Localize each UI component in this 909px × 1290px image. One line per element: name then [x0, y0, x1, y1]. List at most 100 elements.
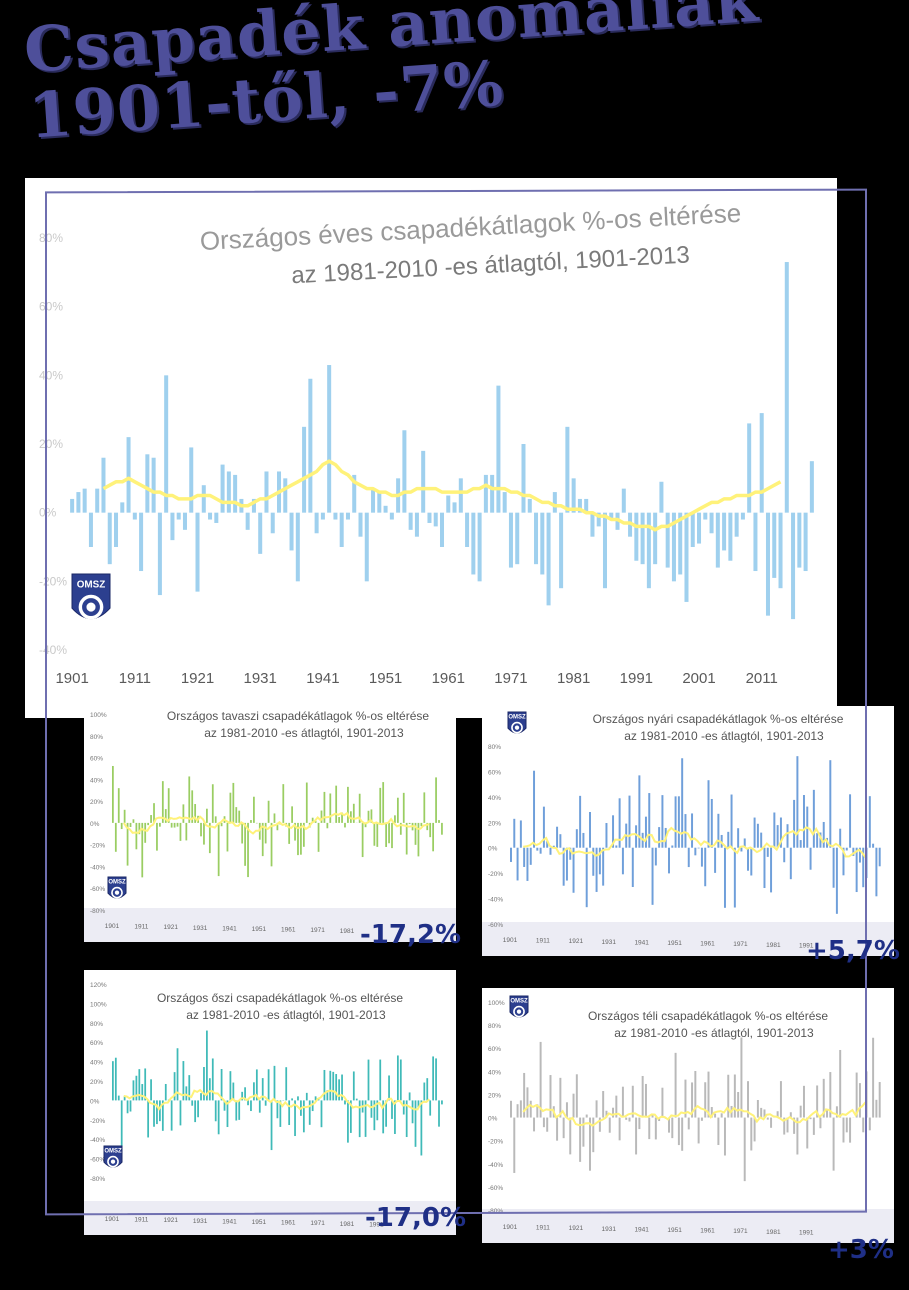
annual-bar: [132, 512, 137, 520]
annual-bar: [182, 512, 187, 530]
winter-bar: [872, 1037, 875, 1118]
spring-ytick: 20%: [90, 799, 103, 806]
autumn-bar: [352, 1071, 355, 1101]
annual-bar: [164, 375, 169, 513]
winter-bar: [654, 1117, 657, 1140]
annual-bar: [690, 512, 695, 547]
annual-bar: [333, 512, 338, 520]
autumn-bar: [288, 1100, 291, 1126]
summer-xtick: 1941: [634, 939, 649, 946]
spring-bar: [396, 797, 399, 823]
winter-bar: [668, 1117, 670, 1133]
summer-bar: [602, 847, 605, 886]
annual-bar: [170, 512, 175, 541]
spring-bar: [112, 765, 114, 823]
summer-bar: [674, 796, 677, 848]
summer-bar: [691, 813, 694, 848]
annual-bar: [684, 512, 689, 602]
spring-bar: [358, 793, 361, 823]
spring-bar: [241, 822, 244, 844]
summer-moving-average-line: [523, 826, 867, 859]
spring-bar: [235, 807, 238, 823]
spring-bar: [270, 822, 273, 867]
annual-bar: [264, 471, 269, 513]
summer-bar: [519, 820, 522, 848]
annual-bar: [734, 512, 739, 537]
annual-bar: [120, 502, 125, 513]
autumn-bar: [358, 1100, 361, 1138]
annual-bar: [157, 512, 162, 596]
annual-xtick: 2011: [746, 670, 778, 687]
autumn-xtick: 1931: [193, 1218, 208, 1225]
annual-bar: [765, 512, 770, 616]
spring-bar: [347, 786, 349, 823]
autumn-bar: [311, 1100, 314, 1112]
summer-bar: [542, 806, 545, 848]
autumn-chart: 120% 100% 80% 60% 40% 20% 0% -20% -40% -60% -80% 19…: [84, 982, 456, 1235]
summer-bar: [829, 760, 832, 848]
spring-bar: [123, 809, 126, 823]
annual-bar: [88, 512, 93, 547]
winter-bar: [753, 1117, 756, 1142]
autumn-bar: [367, 1059, 370, 1101]
spring-bar: [320, 810, 323, 823]
winter-bar: [786, 1117, 789, 1133]
autumn-bar: [335, 1074, 338, 1101]
summer-bar: [526, 847, 529, 881]
spring-bar: [314, 820, 317, 823]
winter-bar: [546, 1117, 549, 1132]
annual-bar: [722, 512, 727, 551]
annual-moving-average-line: [102, 459, 782, 532]
winter-bar: [858, 1083, 861, 1118]
winter-bar: [536, 1104, 539, 1118]
autumn-bar: [270, 1100, 273, 1151]
annual-bar: [772, 512, 777, 578]
annual-bar: [189, 447, 194, 513]
winter-bar: [651, 1115, 654, 1118]
autumn-bar: [220, 1069, 223, 1101]
annual-bar: [703, 512, 708, 520]
spring-bar: [132, 819, 135, 823]
summer-bar: [842, 847, 845, 876]
winter-bar: [845, 1117, 848, 1133]
summer-bar: [710, 798, 713, 848]
annual-bar: [565, 426, 570, 513]
spring-xtick: 1921: [164, 924, 179, 931]
autumn-bar: [320, 1100, 323, 1128]
spring-chart: 100% 80% 60% 40% 20% 0% -20% -40% -60% -80% 1901 19…: [84, 709, 456, 942]
summer-xtick: 1991: [799, 942, 814, 949]
summer-bar: [845, 847, 848, 851]
annual-bar: [352, 474, 357, 513]
winter-bar: [539, 1041, 542, 1118]
summer-bar: [575, 829, 578, 848]
spring-bar: [194, 804, 197, 823]
summer-bar: [789, 847, 792, 880]
winter-bar: [625, 1117, 628, 1120]
spring-bar: [273, 813, 276, 823]
winter-bar: [826, 1109, 829, 1118]
annual-bar: [559, 512, 564, 589]
annual-bar: [107, 512, 112, 565]
winter-bar: [533, 1117, 536, 1132]
summer-bar: [533, 770, 536, 848]
summer-ytick: -40%: [488, 897, 503, 904]
autumn-bar: [112, 1061, 114, 1101]
winter-xtick: 1991: [799, 1229, 814, 1236]
spring-omsz-logo: OMSZ: [107, 876, 127, 899]
spring-bar: [200, 822, 202, 837]
omsz-logo-text: OMSZ: [508, 714, 526, 720]
autumn-bar: [161, 1100, 164, 1131]
annual-bar: [571, 478, 576, 513]
annual-bar: [728, 512, 733, 561]
winter-bar: [717, 1117, 720, 1146]
spring-bar: [229, 792, 232, 823]
spring-bar: [373, 822, 376, 846]
annual-ytick: 80%: [39, 231, 63, 245]
winter-bar: [513, 1117, 516, 1173]
spring-bar: [338, 817, 340, 823]
autumn-bar: [170, 1100, 173, 1131]
winter-bar: [694, 1070, 697, 1118]
spring-bar: [414, 822, 417, 845]
annual-bar: [809, 461, 814, 513]
autumn-bar: [332, 1071, 335, 1101]
